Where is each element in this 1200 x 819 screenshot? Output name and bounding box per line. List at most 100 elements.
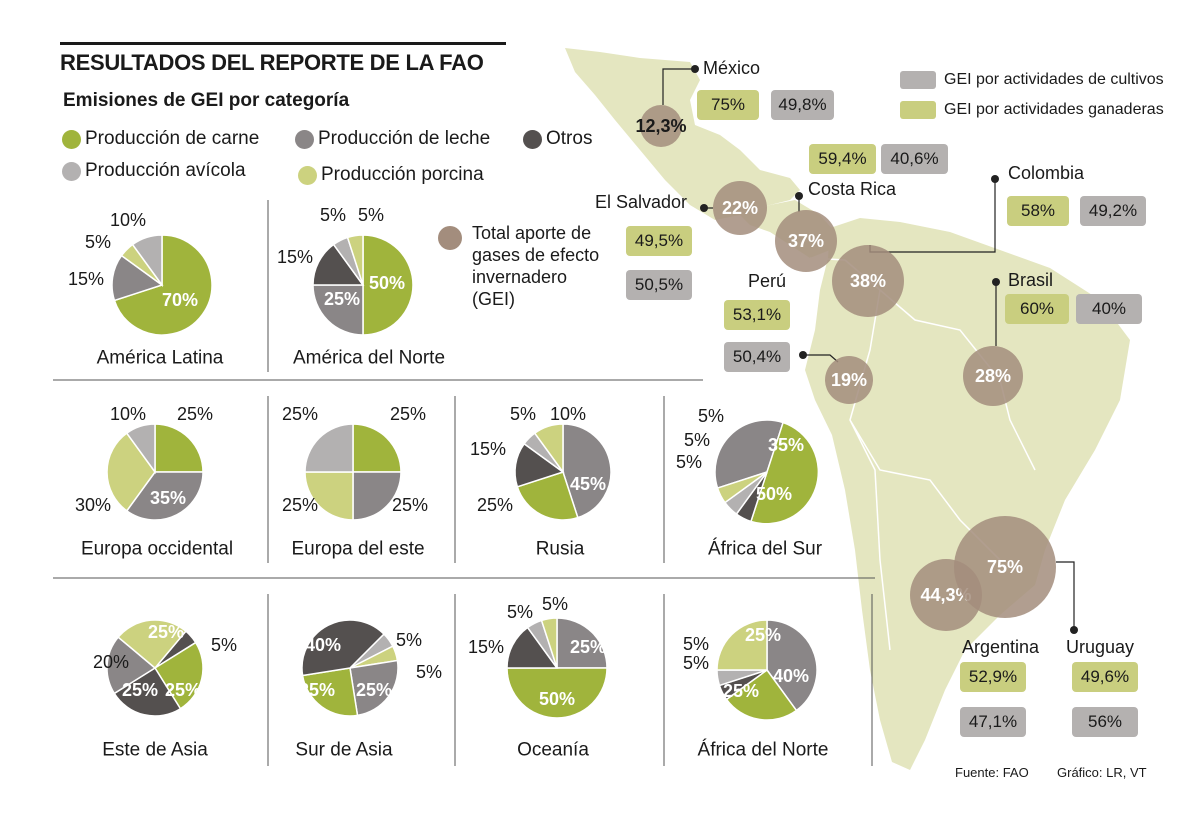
total-label-argentina: 44,3% xyxy=(920,585,971,605)
map-legend-swatch-ganaderas xyxy=(900,101,936,119)
pie-label-africa-del-norte-3: 5% xyxy=(683,634,709,654)
map-south-america xyxy=(805,218,1130,770)
ganaderas-value-uruguay: 49,6% xyxy=(1072,662,1138,692)
connector-dot-brasil xyxy=(992,278,1000,286)
country-name-costa-rica: Costa Rica xyxy=(808,179,897,199)
legend-swatch-otros xyxy=(523,129,542,149)
legend-item-leche: Producción de leche xyxy=(295,128,490,150)
pie-title-sur-de-asia: Sur de Asia xyxy=(295,740,393,761)
pie-slice-america-del-norte-1 xyxy=(312,284,364,336)
country-name-peru: Perú xyxy=(748,271,787,291)
legend-label-carne: Producción de carne xyxy=(85,128,260,149)
pie-africa-del-sur: 35%50%5%5%5%África del Sur xyxy=(676,406,823,560)
pie-label-africa-del-sur-1: 50% xyxy=(756,484,792,504)
pie-slice-europa-del-este-0 xyxy=(352,423,402,473)
pie-america-del-norte: 50% 25% 15% 5% 5% América del Norte xyxy=(277,205,445,369)
grid-dividers xyxy=(53,200,875,766)
pie-europa-occidental: 25% 35% 30% 10% Europa occidental xyxy=(75,404,233,560)
total-swatch xyxy=(438,226,462,250)
total-bubble-peru xyxy=(825,356,873,404)
connector-dot-costa-rica xyxy=(795,192,803,200)
page-title: RESULTADOS DEL REPORTE DE LA FAO xyxy=(60,50,484,75)
pie-label-sur-de-asia-4: 40% xyxy=(305,635,341,655)
pie-slice-africa-del-sur-4 xyxy=(716,471,768,504)
country-name-colombia: Colombia xyxy=(1008,163,1085,183)
legend-swatch-porcina xyxy=(298,165,317,185)
pie-label-africa-del-norte-0: 40% xyxy=(773,666,809,686)
cultivos-value-colombia: 49,2% xyxy=(1080,196,1146,226)
cultivos-value-peru: 50,4% xyxy=(724,342,790,372)
legend-label-avicola: Producción avícola xyxy=(85,160,246,181)
connector-dot-mexico xyxy=(691,65,699,73)
map-north-america xyxy=(565,48,800,220)
pie-title-europa-del-este: Europa del este xyxy=(291,539,424,560)
cultivos-value-costa-rica: 40,6% xyxy=(881,144,948,174)
pie-label-oceania-2: 15% xyxy=(468,637,504,657)
pie-slice-rusia-0 xyxy=(562,423,612,519)
total-label-uruguay: 75% xyxy=(987,557,1023,577)
pie-label-rusia-4: 10% xyxy=(550,404,586,424)
cultivos-value-uruguay: 56% xyxy=(1072,707,1138,737)
connector-dot-peru xyxy=(799,351,807,359)
ganaderas-value-argentina: 52,9% xyxy=(960,662,1026,692)
legend-label-leche: Producción de leche xyxy=(318,128,491,149)
pie-title-america-latina: América Latina xyxy=(97,348,224,369)
ganaderas-value-el-salvador: 49,5% xyxy=(626,226,692,256)
pie-label-america-latina-1: 15% xyxy=(68,269,104,289)
legend-item-avicola: Producción avícola xyxy=(62,160,246,182)
pie-slice-africa-del-sur-1 xyxy=(749,421,820,525)
pie-label-oceania-0: 25% xyxy=(570,637,606,657)
pie-label-oceania-1: 50% xyxy=(539,689,575,709)
legend-item-otros: Otros xyxy=(523,128,592,150)
map-legend-cultivos: GEI por actividades de cultivos xyxy=(900,71,1164,89)
pie-label-africa-del-sur-0: 35% xyxy=(768,435,804,455)
pie-slice-europa-occidental-2 xyxy=(106,432,156,512)
pie-slice-europa-occidental-0 xyxy=(154,423,204,473)
pie-title-este-de-asia: Este de Asia xyxy=(102,740,208,761)
pie-label-africa-del-norte-4: 25% xyxy=(745,625,781,645)
pie-label-rusia-2: 15% xyxy=(470,439,506,459)
pie-title-africa-del-norte: África del Norte xyxy=(698,740,829,761)
total-label-mexico: 12,3% xyxy=(635,116,686,136)
connector-peru xyxy=(803,354,839,363)
pie-label-rusia-0: 45% xyxy=(570,474,606,494)
total-bubble-costa-rica xyxy=(775,210,837,272)
pie-label-oceania-4: 5% xyxy=(542,594,568,614)
legend-item-carne: Producción de carne xyxy=(62,128,259,150)
ganaderas-value-costa-rica: 59,4% xyxy=(809,144,876,174)
pie-label-europa-occidental-3: 10% xyxy=(110,404,146,424)
pie-label-sur-de-asia-0: 5% xyxy=(396,630,422,650)
pie-label-europa-del-este-0: 25% xyxy=(390,404,426,424)
pie-label-africa-del-norte-1: 25% xyxy=(723,681,759,701)
pie-label-africa-del-sur-3: 5% xyxy=(684,430,710,450)
total-legend-label: Total aporte de gases de efecto invernad… xyxy=(472,223,600,309)
pie-label-europa-del-este-1: 25% xyxy=(392,495,428,515)
total-label-brasil: 28% xyxy=(975,366,1011,386)
pie-label-america-del-norte-4: 5% xyxy=(358,205,384,225)
pie-slice-sur-de-asia-3 xyxy=(301,667,359,717)
pie-title-africa-del-sur: África del Sur xyxy=(708,539,823,560)
pie-label-america-latina-3: 10% xyxy=(110,210,146,230)
map-legend-swatch-cultivos xyxy=(900,71,936,89)
country-name-mexico: México xyxy=(703,58,761,78)
pie-sur-de-asia: 5% 5% 25% 25% 40% Sur de Asia xyxy=(295,619,442,761)
pie-slice-este-de-asia-3 xyxy=(106,636,157,695)
pie-slice-africa-del-norte-0 xyxy=(766,619,818,712)
pie-slice-rusia-4 xyxy=(533,423,564,475)
pie-slice-sur-de-asia-2 xyxy=(349,659,399,717)
connector-dot-uruguay xyxy=(1070,626,1078,634)
pie-slice-este-de-asia-1 xyxy=(153,641,204,710)
pie-label-este-de-asia-1: 25% xyxy=(165,680,201,700)
pie-label-rusia-1: 25% xyxy=(477,495,513,515)
connector-mexico xyxy=(662,68,695,105)
map-layer: 12,3% 37% 22% 38% 19% 28% 44,3% 75% xyxy=(635,65,1078,634)
pie-label-europa-del-este-2: 25% xyxy=(282,495,318,515)
pie-slice-europa-del-este-3 xyxy=(304,423,354,473)
legend-swatch-carne xyxy=(62,129,81,149)
pie-label-europa-del-este-3: 25% xyxy=(282,404,318,424)
page-subtitle: Emisiones de GEI por categoría xyxy=(63,90,350,111)
pie-label-sur-de-asia-2: 25% xyxy=(356,680,392,700)
ganaderas-value-brasil: 60% xyxy=(1005,294,1069,324)
pie-slice-oceania-1 xyxy=(506,667,608,719)
cultivos-value-mexico: 49,8% xyxy=(771,90,834,120)
